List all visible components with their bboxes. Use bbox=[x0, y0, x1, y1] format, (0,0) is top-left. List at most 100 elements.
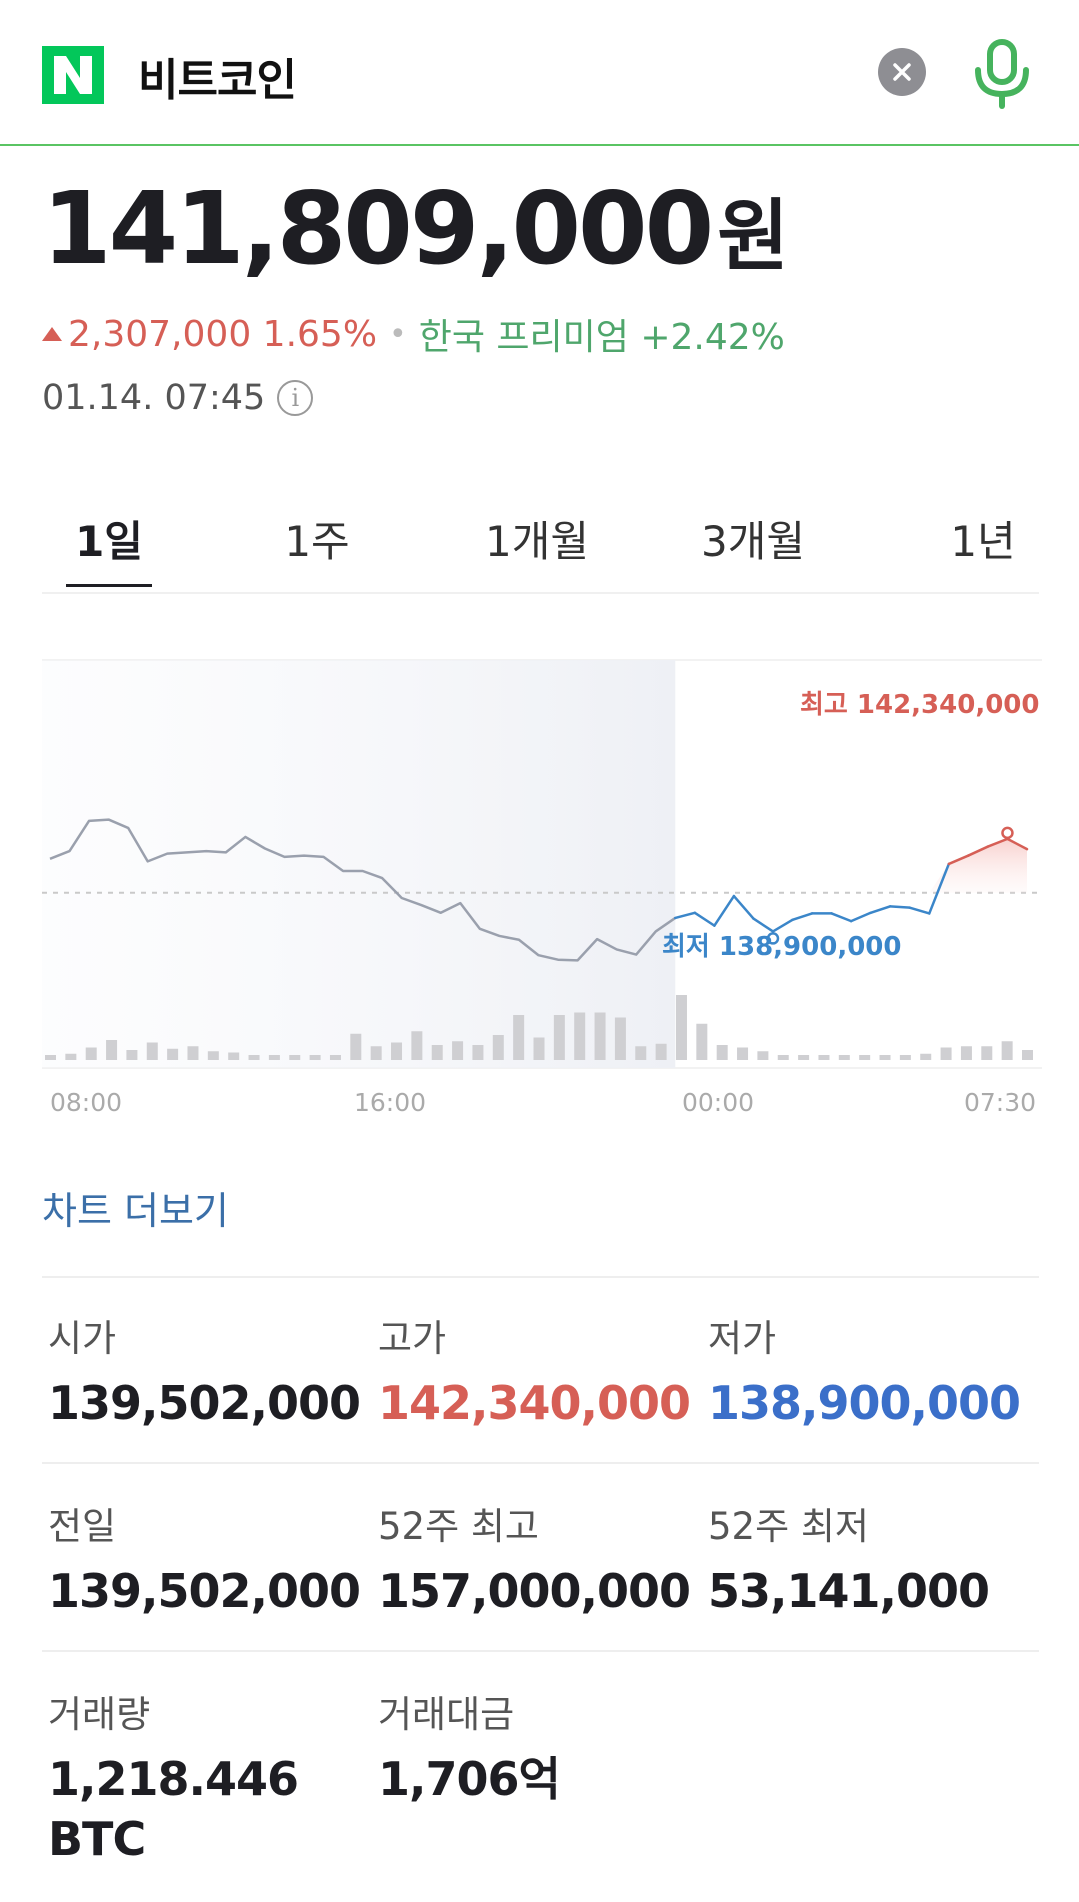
stat-label: 거래대금 bbox=[378, 1693, 515, 1736]
volume-bar bbox=[391, 1042, 403, 1060]
price-line-down-segment bbox=[830, 912, 853, 923]
stat-label: 52주 최고 bbox=[378, 1505, 539, 1548]
price-line-up-segment bbox=[1006, 837, 1029, 851]
stat-trade-value: 거래대금 1,706억 bbox=[378, 1684, 561, 1810]
price-area-up bbox=[675, 838, 1027, 893]
volume-bar bbox=[737, 1047, 749, 1060]
volume-bar bbox=[65, 1053, 77, 1060]
stat-label: 시가 bbox=[48, 1317, 117, 1360]
stat-open: 시가 139,502,000 bbox=[48, 1308, 361, 1434]
volume-bar bbox=[655, 1043, 667, 1060]
price-line-down-segment bbox=[849, 911, 872, 923]
volume-bar bbox=[594, 1012, 606, 1060]
current-price: 141,809,000 원 bbox=[42, 170, 789, 287]
tab-1-year[interactable]: 1년 bbox=[950, 517, 1016, 566]
x-tick-label: 16:00 bbox=[354, 1088, 427, 1117]
quote-timestamp: 01.14. 07:45 bbox=[42, 378, 266, 418]
voice-search-button[interactable] bbox=[970, 38, 1034, 110]
tab-1-week[interactable]: 1주 bbox=[284, 517, 350, 566]
tab-1-month[interactable]: 1개월 bbox=[484, 517, 589, 566]
stat-52w-low: 52주 최저 53,141,000 bbox=[708, 1496, 990, 1622]
quote-timestamp-row: 01.14. 07:45 i bbox=[42, 378, 314, 418]
volume-bar bbox=[167, 1048, 179, 1060]
volume-bar bbox=[981, 1046, 993, 1060]
active-tab-indicator bbox=[66, 584, 152, 587]
volume-bar bbox=[960, 1046, 972, 1060]
price-change: 2,307,000 1.65% bbox=[68, 313, 378, 355]
volume-bar bbox=[207, 1051, 219, 1060]
volume-bar bbox=[228, 1052, 240, 1060]
volume-bar bbox=[818, 1055, 830, 1060]
price-chart-svg bbox=[42, 659, 1042, 1069]
volume-bar bbox=[329, 1055, 341, 1060]
x-tick-label: 00:00 bbox=[682, 1088, 755, 1117]
price-unit: 원 bbox=[717, 192, 789, 282]
volume-bar bbox=[289, 1055, 301, 1060]
volume-bar bbox=[716, 1045, 728, 1060]
more-chart-link[interactable]: 차트 더보기 bbox=[42, 1189, 229, 1233]
volume-bar bbox=[777, 1055, 789, 1060]
divider bbox=[42, 1462, 1039, 1464]
stat-value: 139,502,000 bbox=[48, 1376, 361, 1430]
naver-logo[interactable] bbox=[42, 46, 104, 104]
price-line-down-segment bbox=[791, 912, 814, 922]
volume-bar bbox=[248, 1055, 260, 1060]
volume-bar bbox=[187, 1046, 199, 1060]
volume-bar bbox=[411, 1031, 423, 1060]
volume-bar bbox=[513, 1015, 525, 1060]
up-arrow-icon bbox=[42, 327, 62, 341]
previous-session-shade bbox=[42, 660, 676, 1068]
stat-label: 전일 bbox=[48, 1505, 117, 1548]
stat-value: 138,900,000 bbox=[708, 1376, 1021, 1430]
volume-bar bbox=[370, 1046, 382, 1060]
volume-bar bbox=[553, 1015, 565, 1060]
divider bbox=[42, 1276, 1039, 1278]
volume-bar bbox=[614, 1017, 626, 1060]
volume-bar bbox=[757, 1051, 769, 1060]
price-line-down-segment bbox=[771, 918, 794, 933]
stat-low: 저가 138,900,000 bbox=[708, 1308, 1021, 1434]
price-line-down-segment bbox=[752, 917, 775, 933]
price-line-up-segment bbox=[986, 837, 1009, 848]
volume-bar bbox=[350, 1033, 362, 1060]
stat-value: 1,218.446 BTC bbox=[48, 1752, 299, 1866]
price-line-up-segment bbox=[967, 845, 990, 857]
search-header: 비트코인 bbox=[0, 0, 1079, 146]
volume-bar bbox=[85, 1047, 97, 1060]
price-chart[interactable]: 최고 142,340,000 최저 138,900,000 08:00 16:0… bbox=[42, 640, 1042, 1120]
stat-volume: 거래량 1,218.446 BTC bbox=[48, 1684, 348, 1870]
chart-low-label: 최저 138,900,000 bbox=[662, 932, 902, 962]
volume-bar bbox=[940, 1047, 952, 1060]
volume-bar bbox=[126, 1050, 138, 1060]
period-tabs: 1일 1주 1개월 3개월 1년 bbox=[42, 490, 1039, 594]
volume-bar bbox=[838, 1055, 850, 1060]
volume-bar bbox=[696, 1023, 708, 1060]
clear-search-button[interactable] bbox=[878, 48, 926, 96]
volume-bar bbox=[1022, 1050, 1033, 1060]
volume-bar bbox=[859, 1055, 871, 1060]
price-line-previous bbox=[49, 818, 676, 962]
price-line-down-segment bbox=[732, 894, 755, 920]
volume-bar bbox=[431, 1045, 443, 1060]
microphone-icon bbox=[975, 39, 1029, 109]
price-line-down-segment bbox=[908, 906, 931, 915]
volume-bar bbox=[45, 1055, 56, 1060]
close-icon bbox=[893, 63, 911, 81]
volume-bar bbox=[635, 1046, 647, 1060]
info-icon[interactable]: i bbox=[277, 380, 314, 416]
x-tick-label: 08:00 bbox=[50, 1088, 123, 1117]
tab-3-months[interactable]: 3개월 bbox=[700, 517, 805, 566]
volume-bar bbox=[106, 1040, 118, 1060]
search-query-text[interactable]: 비트코인 bbox=[138, 55, 297, 106]
volume-bar bbox=[574, 1012, 586, 1060]
naver-n-icon bbox=[54, 56, 92, 94]
stat-52w-high: 52주 최고 157,000,000 bbox=[378, 1496, 691, 1622]
volume-bar bbox=[1001, 1041, 1013, 1060]
volume-bar bbox=[675, 995, 687, 1060]
tab-1-day[interactable]: 1일 bbox=[75, 517, 143, 566]
volume-bar bbox=[798, 1055, 810, 1060]
stat-label: 52주 최저 bbox=[708, 1505, 869, 1548]
stat-high: 고가 142,340,000 bbox=[378, 1308, 691, 1434]
low-marker bbox=[766, 932, 780, 945]
high-marker bbox=[1001, 826, 1014, 840]
